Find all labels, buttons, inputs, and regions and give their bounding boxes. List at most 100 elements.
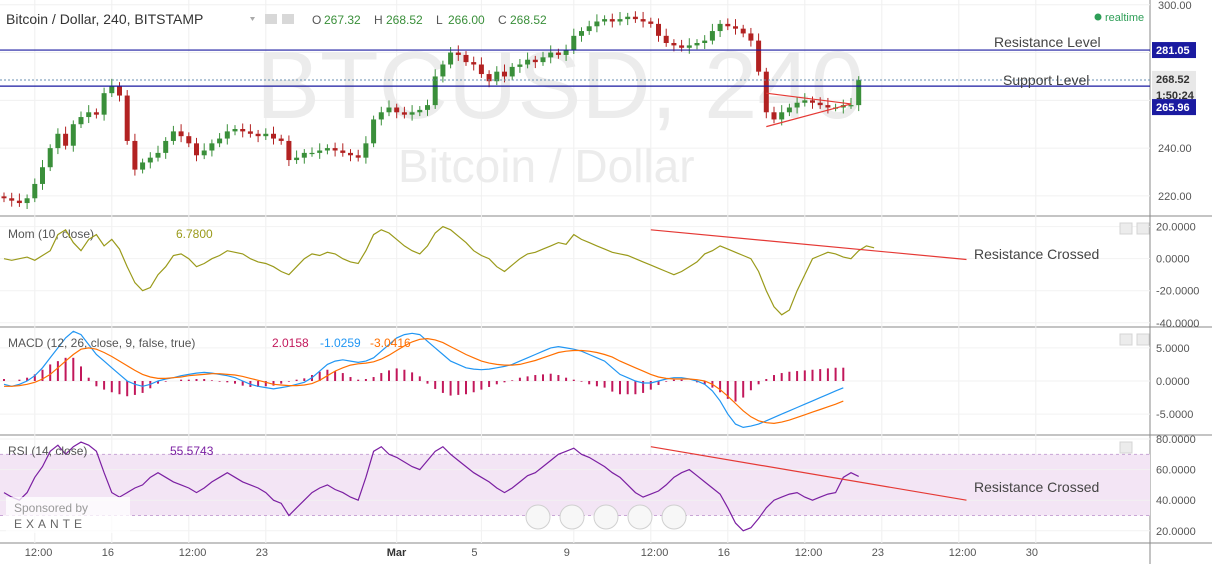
time-tick-label: 16	[718, 547, 730, 559]
forward-icon[interactable]	[661, 504, 687, 530]
candle-body	[802, 100, 808, 103]
candle-body	[532, 59, 538, 63]
watermark-name: Bitcoin / Dollar	[398, 140, 695, 192]
zoom-in-icon[interactable]	[627, 504, 653, 530]
mom-value: 6.7800	[176, 227, 213, 241]
candle-body	[509, 66, 515, 77]
indicator-tick-label: 5.0000	[1156, 343, 1190, 355]
candle-body	[625, 16, 631, 20]
candle-body	[586, 26, 592, 32]
candle-body	[663, 35, 669, 43]
candle-body	[709, 31, 715, 41]
candle-body	[656, 23, 661, 36]
candle-body	[671, 43, 677, 46]
price-tick-label: 240.00	[1158, 143, 1192, 155]
candle-body	[786, 107, 792, 113]
time-tick-label: 30	[1026, 547, 1038, 559]
indicator-tick-label: 20.0000	[1156, 222, 1196, 234]
zoom-out-icon[interactable]	[559, 504, 585, 530]
candle-body	[563, 50, 569, 55]
pane-close-icon[interactable]	[1136, 333, 1150, 346]
candle-body	[286, 140, 292, 161]
reset-icon[interactable]	[593, 504, 619, 530]
gear-icon[interactable]	[282, 14, 294, 24]
candle-body	[571, 35, 577, 51]
candle-body	[478, 64, 484, 75]
candle-body	[255, 133, 261, 137]
candle-body	[163, 140, 169, 153]
candle-body	[278, 138, 284, 141]
sponsor-text: Sponsored by	[14, 501, 88, 515]
candle-body	[155, 152, 161, 158]
candle-body	[810, 100, 815, 103]
candle-body	[632, 16, 638, 20]
countdown-tag-box	[1152, 86, 1196, 103]
indicator-tick-label: 80.0000	[1156, 434, 1196, 446]
candle-body	[340, 150, 346, 153]
candle-body	[294, 157, 300, 161]
candle-body	[694, 43, 700, 46]
mom-title: Mom (10, close)	[8, 227, 94, 241]
ohlc-value: 266.00	[448, 13, 485, 27]
price-tick-label: 300.00	[1158, 0, 1192, 12]
candle-body	[548, 52, 554, 58]
candle-body	[317, 150, 323, 153]
eye-icon[interactable]	[265, 14, 277, 24]
candle-body	[848, 105, 854, 107]
rsi-value: 55.5743	[170, 444, 214, 458]
ohlc-label: C	[498, 13, 507, 27]
candle-body	[93, 112, 99, 115]
candle-body	[209, 143, 215, 151]
candle-body	[425, 105, 430, 110]
candle-body	[794, 102, 800, 108]
ohlc-value: 267.32	[324, 13, 361, 27]
candle-body	[463, 54, 469, 63]
candle-body	[109, 86, 115, 94]
ohlc-label: O	[312, 13, 321, 27]
macd-line	[3, 330, 844, 429]
candle-body	[332, 148, 338, 151]
candle-body	[378, 112, 384, 120]
candle-body	[117, 86, 122, 96]
candle-body	[756, 40, 762, 72]
candle-body	[502, 71, 507, 77]
chevron-down-icon[interactable]	[250, 17, 255, 21]
candle-body	[47, 148, 53, 168]
candle-body	[394, 107, 400, 113]
last-price-tag-box	[1152, 70, 1196, 87]
candle-body	[86, 112, 92, 118]
candle-body	[609, 19, 615, 22]
time-tick-label: 12:00	[179, 547, 207, 559]
candle-body	[224, 131, 230, 139]
pane-close-icon[interactable]	[1136, 222, 1150, 235]
time-tick-label: 23	[872, 547, 884, 559]
candle-body	[594, 21, 600, 27]
pane-maximize-icon[interactable]	[1119, 333, 1133, 346]
candle-body	[63, 133, 69, 146]
candle-body	[247, 131, 253, 134]
candle-body	[517, 64, 523, 67]
candle-body	[40, 167, 45, 184]
indicator-tick-label: 20.0000	[1156, 526, 1196, 538]
macd-value: -1.0259	[320, 336, 361, 350]
candle-body	[540, 57, 546, 63]
candle-body	[771, 112, 777, 120]
candle-body	[363, 143, 369, 158]
pane-maximize-icon[interactable]	[1119, 222, 1133, 235]
candle-body	[16, 200, 22, 204]
candle-body	[309, 152, 315, 155]
candle-body	[525, 59, 531, 65]
macd-hist-value: 2.0158	[272, 336, 309, 350]
pane-maximize-icon[interactable]	[1119, 441, 1133, 454]
support-price-tag: 265.96	[1156, 102, 1190, 114]
ohlc-label: H	[374, 13, 383, 27]
candle-body	[78, 117, 84, 125]
candle-body	[301, 152, 307, 158]
candle-body	[679, 45, 685, 48]
back-icon[interactable]	[525, 504, 551, 530]
sponsor-logo: EXANTE	[14, 517, 86, 531]
symbol-title: Bitcoin / Dollar, 240, BITSTAMP	[6, 11, 203, 27]
price-tick-label: 220.00	[1158, 191, 1192, 203]
time-tick-label: 12:00	[949, 547, 977, 559]
